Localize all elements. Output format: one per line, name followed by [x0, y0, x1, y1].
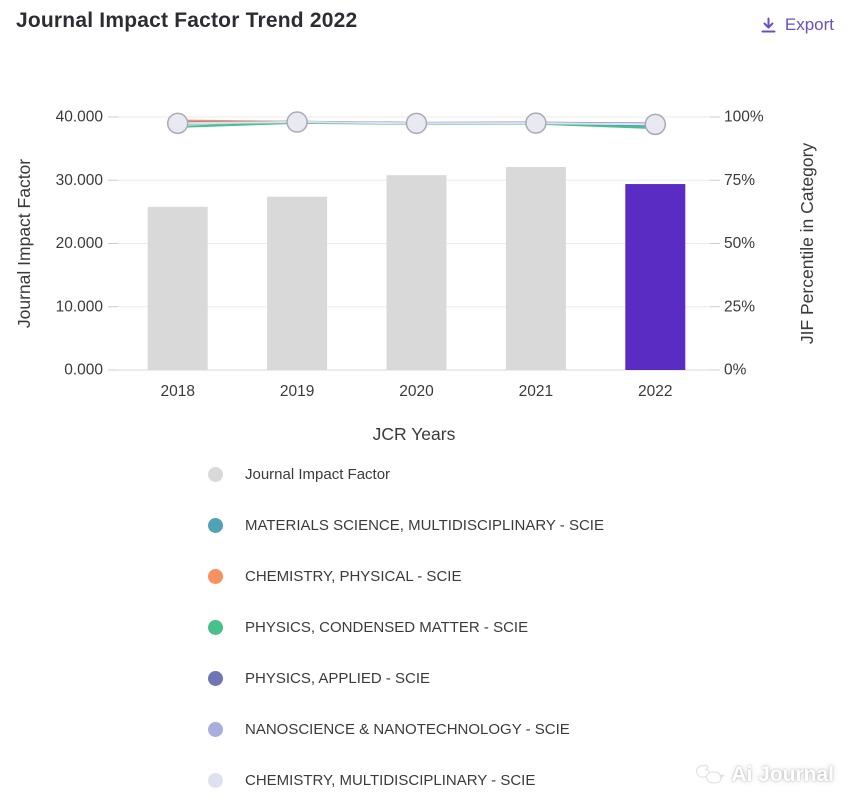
legend-swatch	[208, 568, 223, 584]
legend-item-1: MATERIALS SCIENCE, MULTIDISCIPLINARY - S…	[208, 514, 604, 536]
legend-item-4: PHYSICS, APPLIED - SCIE	[208, 667, 604, 689]
bar-2020[interactable]	[386, 175, 447, 370]
download-icon	[761, 17, 776, 32]
year-marker-2018[interactable]	[166, 112, 189, 135]
legend-label: MATERIALS SCIENCE, MULTIDISCIPLINARY - S…	[245, 516, 604, 534]
legend-swatch	[208, 670, 223, 686]
year-marker-2019[interactable]	[286, 111, 308, 133]
export-label: Export	[784, 15, 834, 34]
left-axis-tick-label: 10.000	[56, 298, 104, 315]
legend-label: PHYSICS, APPLIED - SCIE	[245, 669, 431, 687]
left-axis-tick-label: 40.000	[56, 109, 104, 126]
page-title: Journal Impact Factor Trend 2022	[16, 9, 358, 32]
right-axis-title: JIF Percentile in Category	[797, 143, 817, 345]
legend-swatch	[208, 721, 223, 737]
left-axis-tick-label: 20.000	[56, 235, 104, 252]
legend-item-3: PHYSICS, CONDENSED MATTER - SCIE	[208, 616, 604, 638]
chart-legend: Journal Impact Factor MATERIALS SCIENCE, …	[208, 463, 604, 791]
legend-item-0: Journal Impact Factor	[208, 463, 604, 485]
x-tick-label-2020: 2020	[399, 383, 434, 400]
bar-2019[interactable]	[267, 196, 328, 370]
export-button[interactable]: Export	[757, 13, 838, 37]
legend-item-5: NANOSCIENCE & NANOTECHNOLOGY - SCIE	[208, 718, 604, 740]
left-axis-tick-label: 30.000	[56, 172, 104, 189]
legend-label: NANOSCIENCE & NANOTECHNOLOGY - SCIE	[245, 720, 570, 738]
legend-swatch	[208, 619, 223, 635]
legend-label: PHYSICS, CONDENSED MATTER - SCIE	[245, 618, 529, 636]
right-axis-tick-label: 25%	[724, 298, 755, 315]
x-tick-label-2018: 2018	[160, 383, 194, 400]
right-axis-tick-label: 0%	[724, 362, 747, 379]
legend-swatch	[208, 517, 223, 533]
legend-label: CHEMISTRY, MULTIDISCIPLINARY - SCIE	[245, 771, 536, 789]
x-tick-label-2022: 2022	[638, 383, 672, 400]
watermark-text: Ai Journal	[731, 763, 834, 786]
x-tick-label-2019: 2019	[280, 383, 314, 400]
year-marker-2020[interactable]	[405, 112, 428, 135]
bar-2018[interactable]	[147, 206, 208, 370]
watermark: Ai Journal	[694, 763, 834, 787]
legend-label: CHEMISTRY, PHYSICAL - SCIE	[245, 567, 462, 585]
year-marker-2022[interactable]	[644, 113, 667, 136]
ai-journal-logo-icon	[696, 764, 725, 784]
left-axis-tick-label: 0.000	[64, 362, 103, 379]
legend-item-2: CHEMISTRY, PHYSICAL - SCIE	[208, 565, 604, 587]
jif-trend-chart: 40.000 100% 30.000 75% 20.000 50% 10.000 25% 0.0…	[14, 109, 817, 445]
x-axis-title: JCR Years	[373, 424, 456, 444]
right-axis-tick-label: 50%	[724, 235, 755, 252]
right-axis-tick-label: 75%	[724, 172, 755, 189]
bar-2021[interactable]	[505, 166, 566, 370]
left-axis-title: Journal Impact Factor	[14, 159, 34, 328]
legend-swatch	[208, 772, 223, 788]
year-marker-2021[interactable]	[525, 112, 547, 134]
legend-swatch	[208, 466, 223, 482]
x-tick-label-2021: 2021	[519, 383, 553, 400]
bar-2022[interactable]	[625, 184, 686, 370]
right-axis-tick-label: 100%	[724, 109, 764, 126]
legend-item-6: CHEMISTRY, MULTIDISCIPLINARY - SCIE	[208, 769, 604, 791]
legend-label: Journal Impact Factor	[245, 465, 391, 483]
